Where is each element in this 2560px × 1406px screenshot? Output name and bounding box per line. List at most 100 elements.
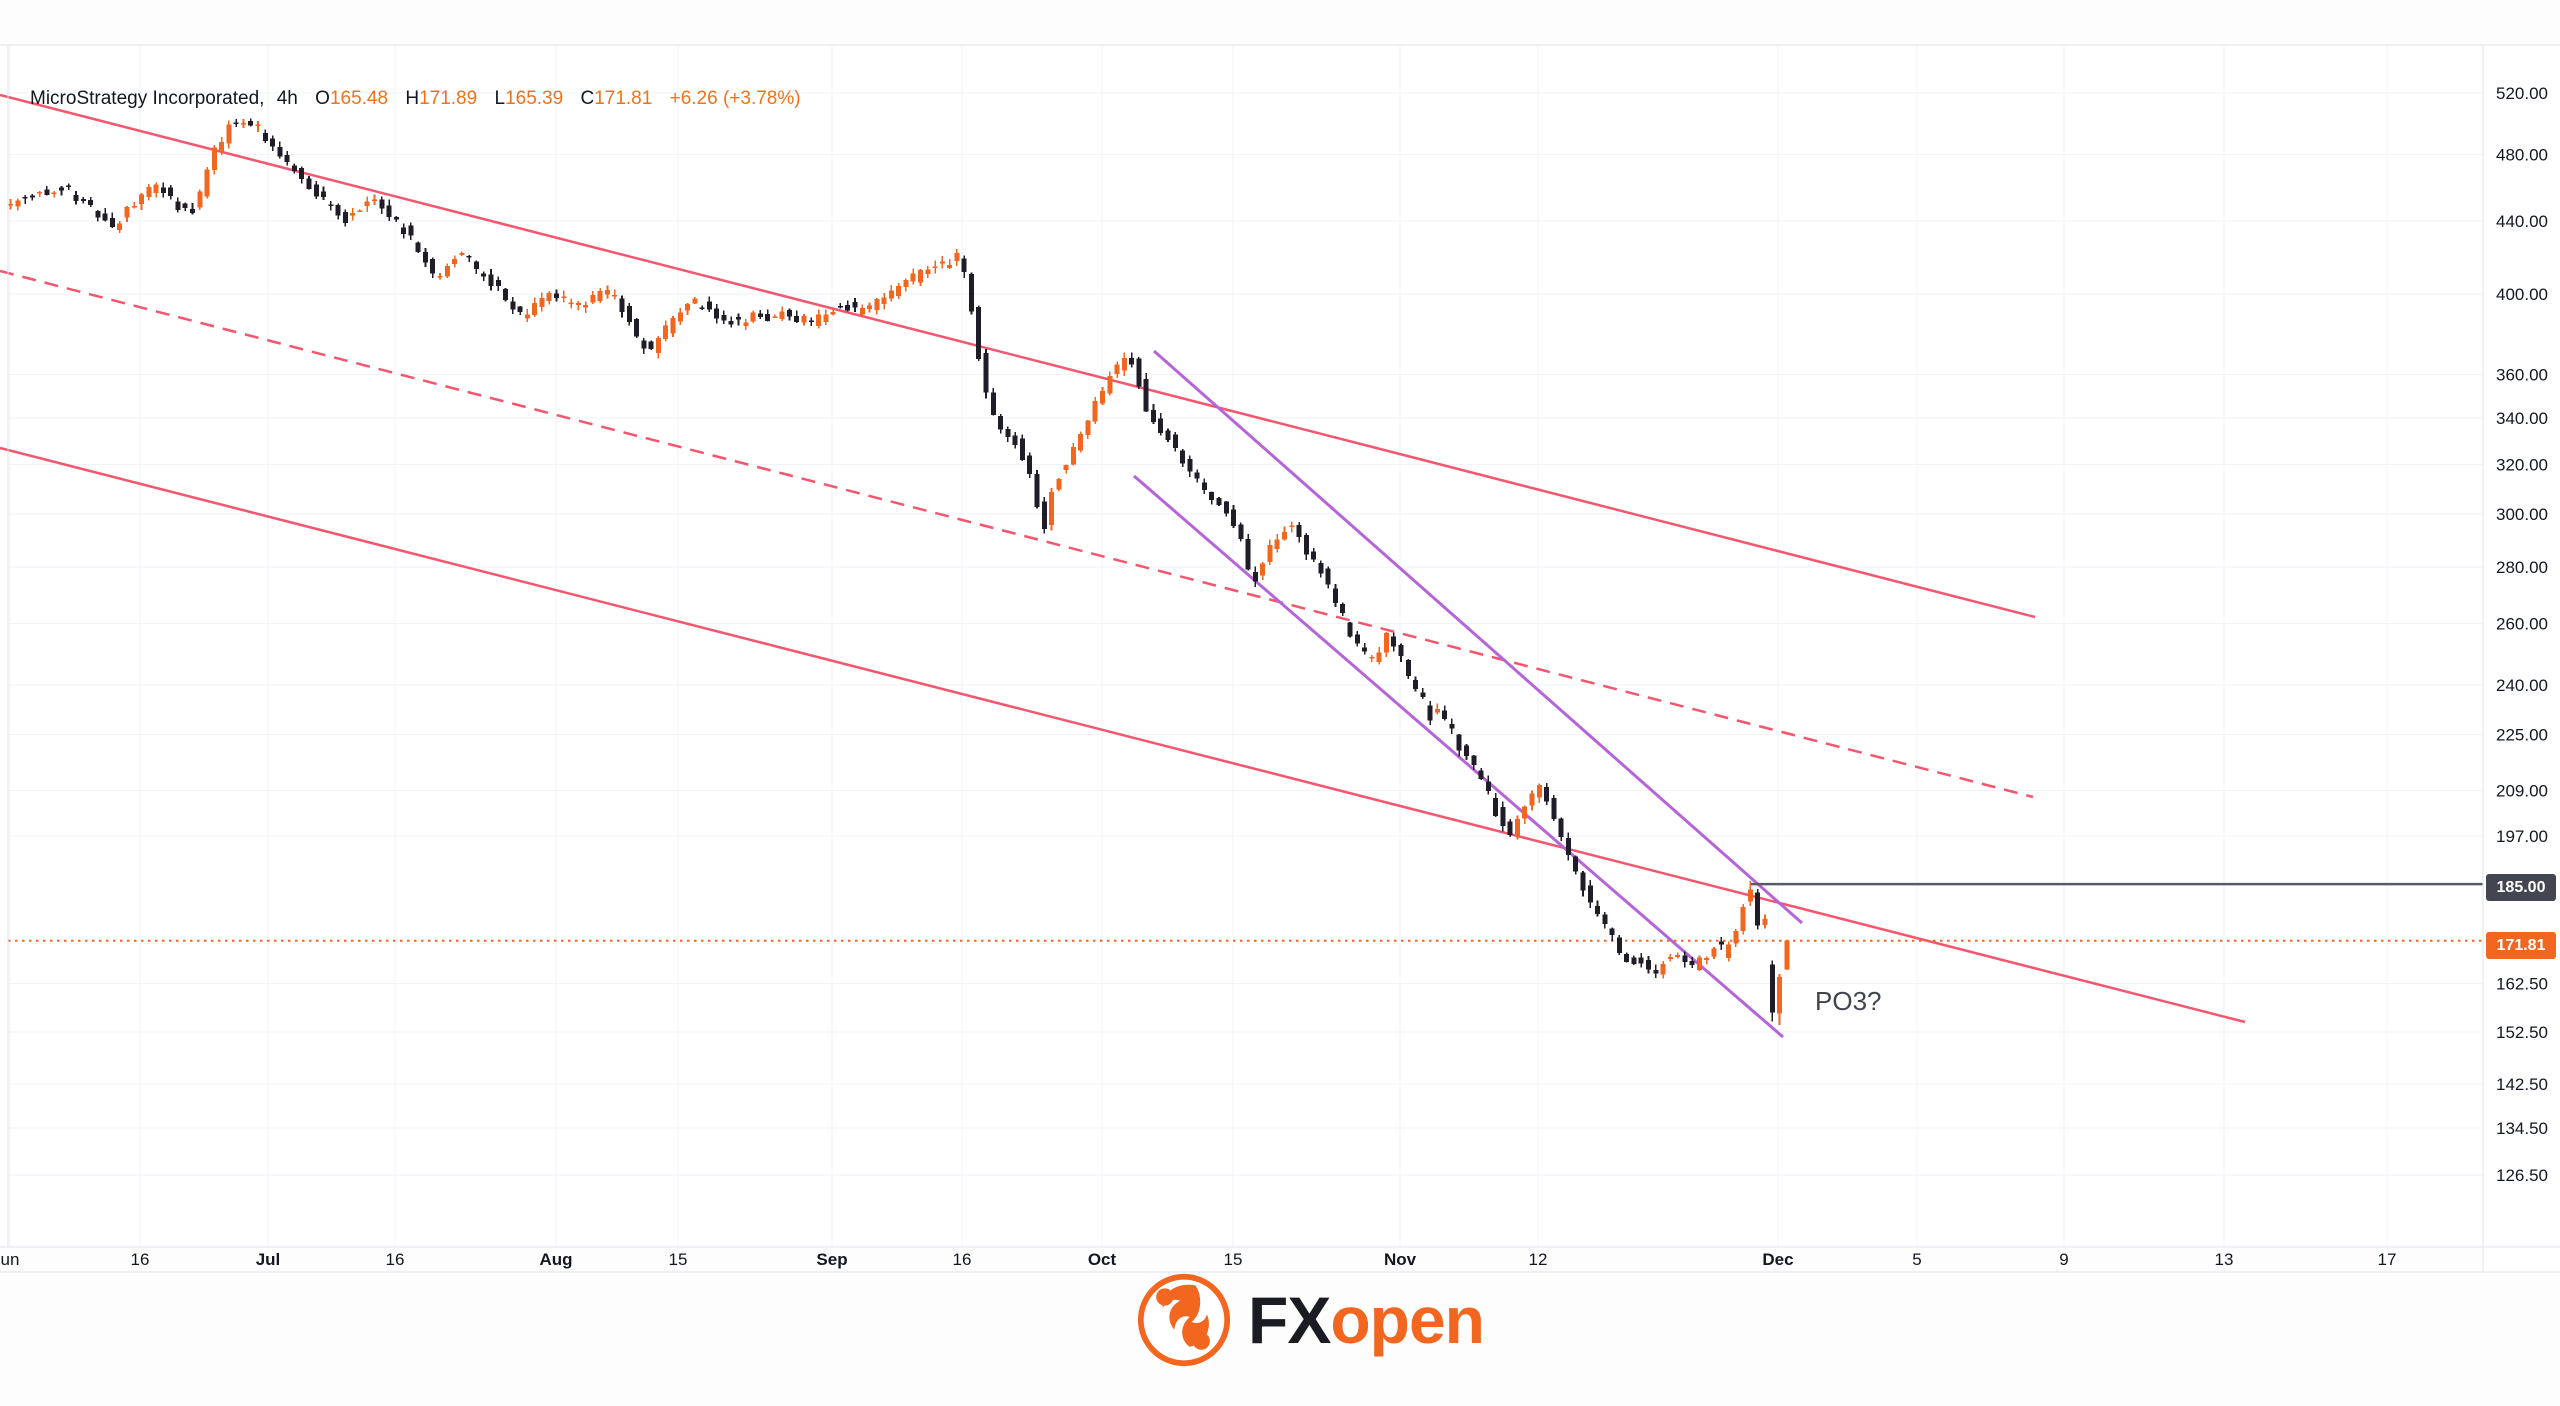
candle <box>692 297 698 305</box>
chart-pane[interactable] <box>0 45 2483 1247</box>
candle <box>1121 352 1127 376</box>
candle <box>1726 941 1732 962</box>
candle <box>277 141 283 159</box>
pink-channel-upper[interactable] <box>0 93 2036 619</box>
candle <box>1165 428 1171 442</box>
candle <box>73 191 79 205</box>
candle <box>1209 491 1215 505</box>
candle <box>1609 927 1615 941</box>
pink-channel-mid[interactable] <box>0 269 2034 799</box>
candle <box>1769 960 1775 1022</box>
price-tick-label: 340.00 <box>2496 409 2548 428</box>
candle <box>852 297 858 313</box>
candle <box>190 203 195 215</box>
candle <box>554 289 559 302</box>
candle <box>408 222 414 240</box>
candle <box>1740 904 1746 935</box>
candle <box>1638 953 1644 968</box>
candle <box>699 305 705 310</box>
candle <box>1070 443 1076 466</box>
candle <box>1595 900 1600 917</box>
price-axis-labels[interactable]: 520.00 480.00 440.00 400.00 360.00 340.00 320.… <box>2496 84 2548 1185</box>
candle <box>1223 500 1229 517</box>
purple-channel-upper[interactable] <box>1153 349 1803 925</box>
candle <box>1267 539 1273 565</box>
price-tick-label: 126.50 <box>2496 1166 2548 1185</box>
candle <box>1201 478 1207 495</box>
symbol-legend[interactable]: MicroStrategy Incorporated, 4h O165.48 H… <box>30 88 801 110</box>
candle <box>706 296 712 312</box>
price-tick-label: 225.00 <box>2496 725 2548 744</box>
time-tick-label: 17 <box>2378 1250 2397 1269</box>
candle <box>1049 487 1054 531</box>
candle <box>459 251 465 256</box>
candle <box>881 293 887 310</box>
candle <box>1311 548 1317 563</box>
candle <box>80 197 86 204</box>
candle <box>1362 642 1368 655</box>
pink-channel-lower[interactable] <box>0 446 2246 1024</box>
candle <box>1398 643 1404 662</box>
candle <box>524 309 530 322</box>
candle <box>750 310 756 324</box>
candle <box>1689 957 1695 969</box>
time-tick-label: Oct <box>1088 1250 1117 1269</box>
timeframe-label: 4h <box>276 88 298 109</box>
candle <box>350 208 356 221</box>
candle <box>830 308 836 316</box>
close-value: 171.81 <box>594 88 653 109</box>
candle <box>1107 371 1113 396</box>
po3-annotation[interactable]: PO3? <box>1815 986 1882 1016</box>
candle <box>1340 602 1346 617</box>
candle <box>1172 432 1178 452</box>
candle <box>954 249 960 266</box>
candle <box>794 310 800 323</box>
candle <box>481 271 487 281</box>
candle <box>990 387 996 416</box>
candle <box>867 302 872 313</box>
candle <box>1449 718 1455 735</box>
candle <box>1711 947 1717 959</box>
time-axis-labels[interactable]: un 16 Jul 16 Aug 15 Sep 16 Oct 15 Nov 12 Dec 5 9 13 17 <box>1 1250 2397 1269</box>
candle <box>211 145 217 175</box>
candle <box>1500 801 1506 832</box>
price-tick-label: 440.00 <box>2496 212 2548 231</box>
candle <box>1354 631 1360 647</box>
candle <box>1078 431 1084 453</box>
candle <box>1092 397 1098 425</box>
price-tick-label: 280.00 <box>2496 558 2548 577</box>
candle <box>1158 412 1164 436</box>
candle <box>1522 805 1528 824</box>
candle <box>1602 911 1608 929</box>
purple-channel-lower[interactable] <box>1133 474 1784 1039</box>
candle <box>466 254 472 262</box>
candle <box>772 314 778 318</box>
candle <box>1777 974 1782 1025</box>
candle <box>765 309 771 322</box>
candle <box>248 118 254 127</box>
time-tick-label: Aug <box>539 1250 572 1269</box>
candle <box>321 186 326 200</box>
symbol-name: MicroStrategy Incorporated, <box>30 88 265 109</box>
price-tick-label: 400.00 <box>2496 285 2548 304</box>
candle <box>1296 521 1302 543</box>
candle <box>837 303 843 309</box>
candle <box>568 298 574 309</box>
candle <box>37 191 43 197</box>
trendlines[interactable] <box>0 93 2246 1039</box>
candle <box>1056 478 1062 491</box>
candle <box>597 287 603 304</box>
candle <box>808 317 814 326</box>
candle <box>685 303 690 316</box>
price-tick-label: 162.50 <box>2496 974 2548 993</box>
candle <box>1507 819 1513 838</box>
candle <box>1282 526 1287 541</box>
candle <box>918 268 923 286</box>
open-label: O <box>315 88 330 109</box>
candle <box>342 209 348 227</box>
price-axis-pane[interactable] <box>2483 45 2560 1272</box>
change-value: +6.26 (+3.78%) <box>669 88 801 109</box>
open-value: 165.48 <box>329 88 389 109</box>
candle <box>983 349 989 399</box>
